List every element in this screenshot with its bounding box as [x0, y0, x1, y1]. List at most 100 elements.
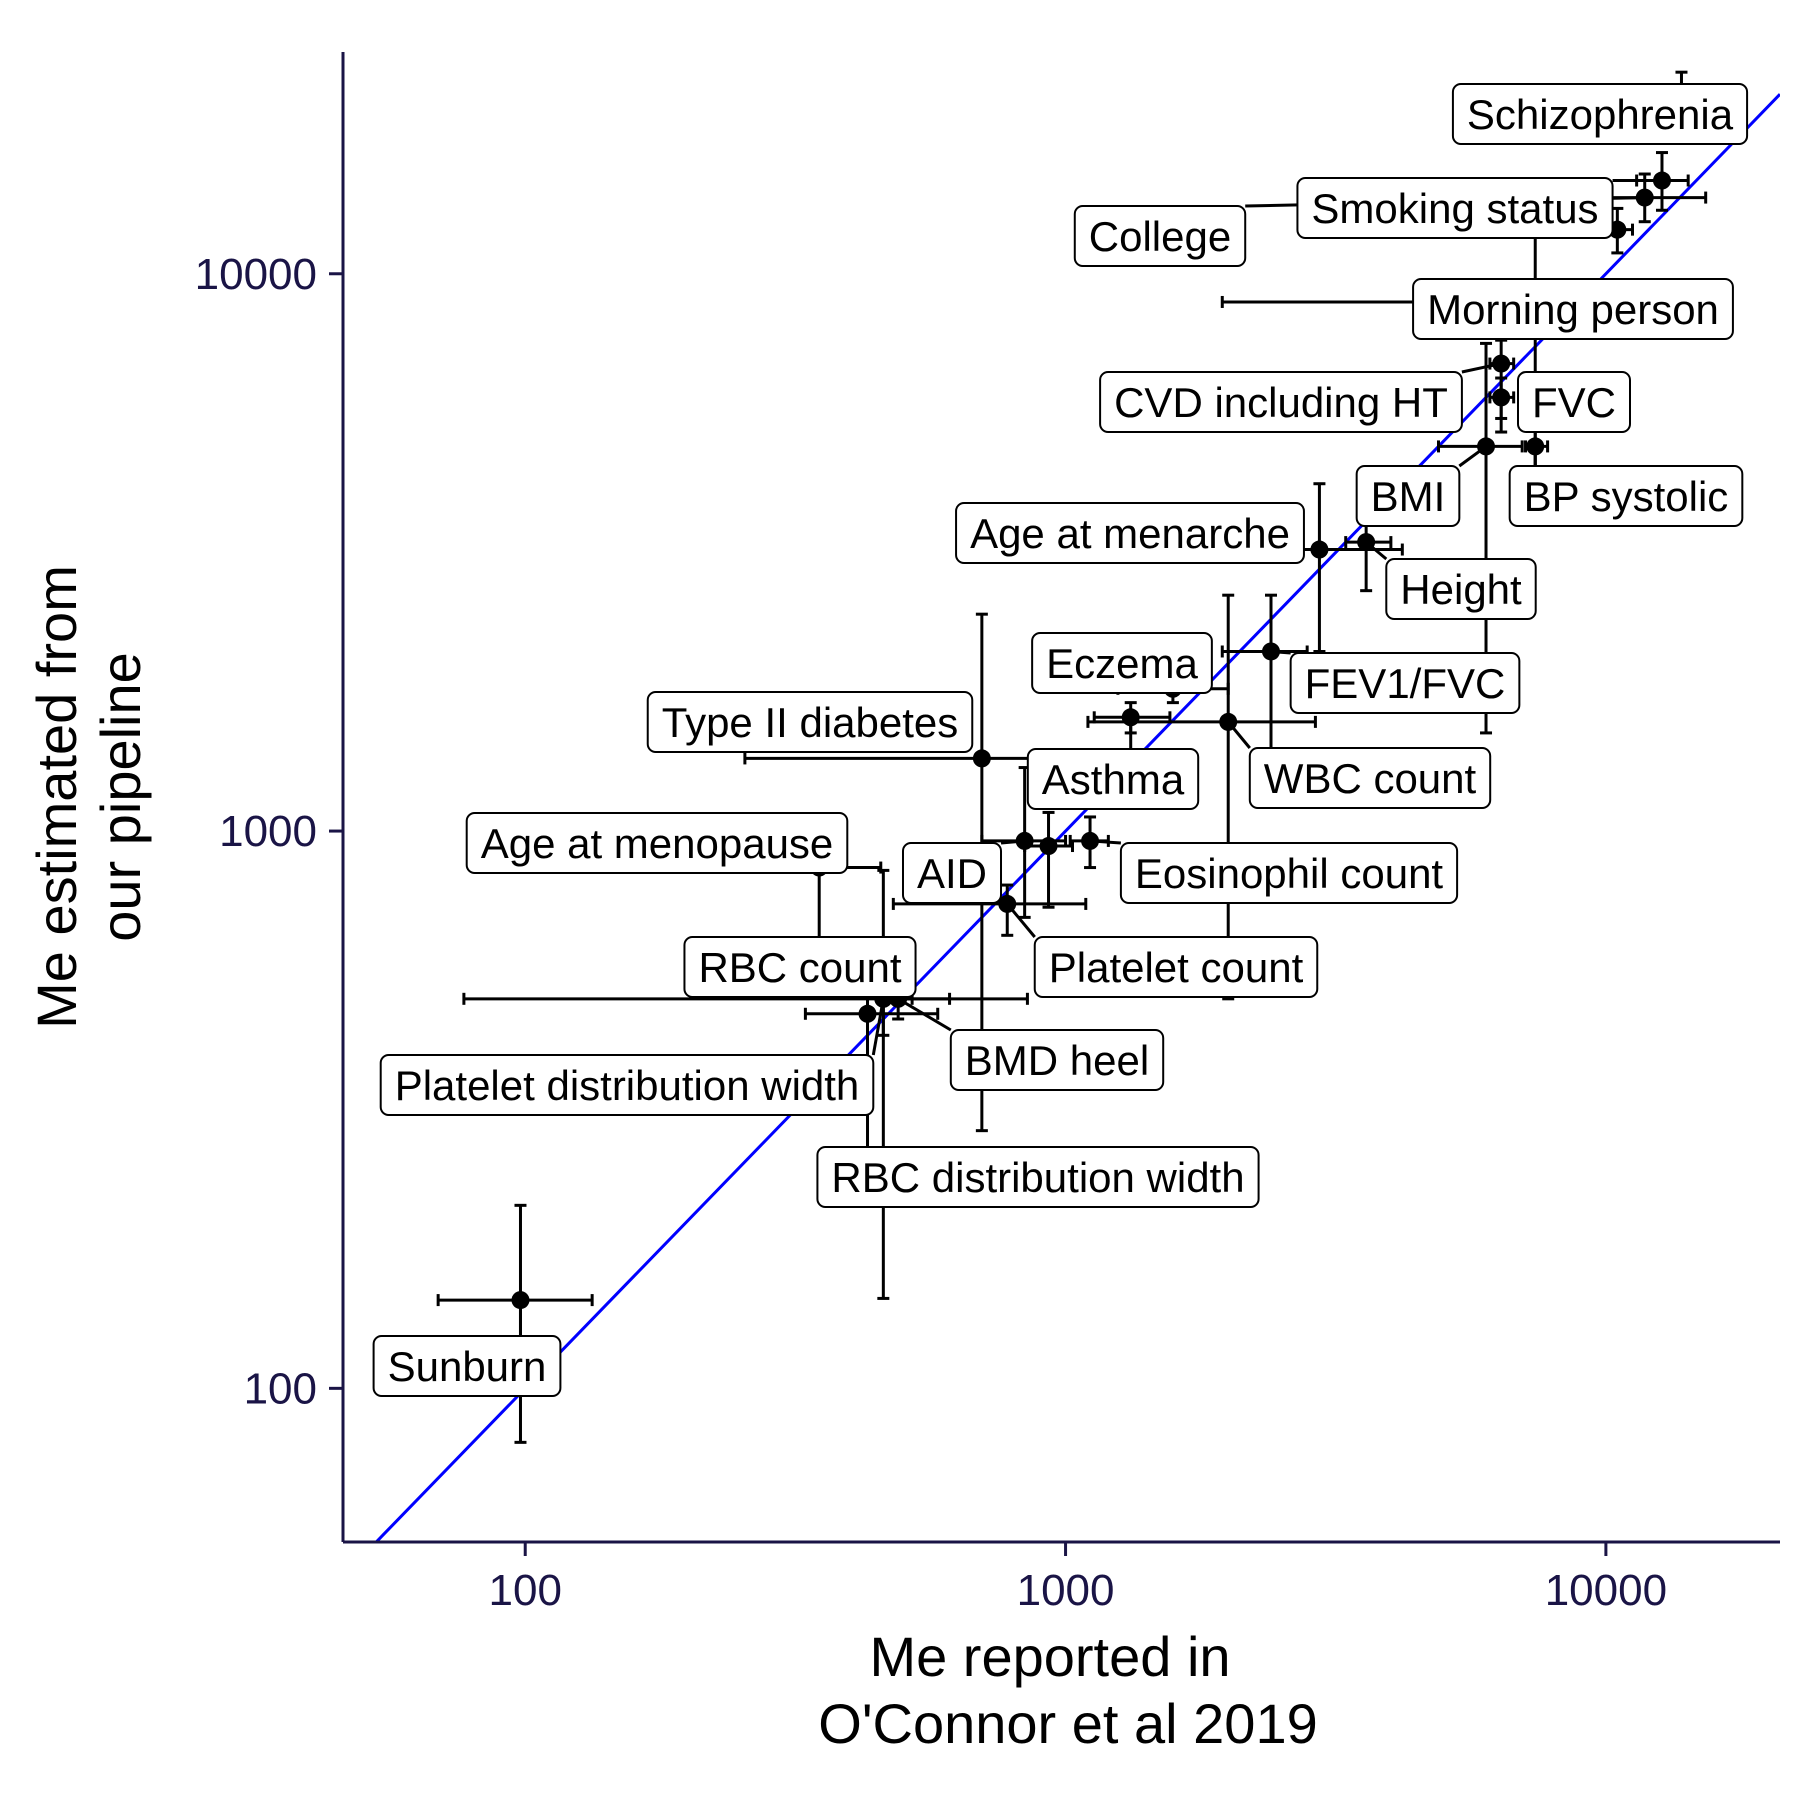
point-label-text: Platelet count — [1049, 944, 1304, 991]
x-axis-title-line1: Me reported in — [869, 1625, 1230, 1688]
point-label-text: WBC count — [1264, 755, 1477, 802]
point-label-box — [465, 812, 849, 874]
point-label: Age at menopause — [465, 812, 849, 874]
point-label-text: Morning person — [1427, 286, 1719, 333]
point-label-text: AID — [917, 850, 987, 897]
error-bar — [1023, 810, 1074, 909]
point-label: AID — [901, 842, 1003, 904]
data-point — [1477, 437, 1496, 456]
point-label-box — [901, 842, 1003, 904]
point-label: Smoking status — [1296, 177, 1614, 239]
point-label-box — [683, 936, 917, 998]
point-label: Sunburn — [372, 1335, 562, 1397]
data-point — [1526, 437, 1545, 456]
point-label: Morning person — [1412, 278, 1734, 340]
point-label-text: Platelet distribution width — [395, 1062, 860, 1109]
point-label-box — [1073, 205, 1247, 267]
y-axis-ticks: 100 1000 10000 — [195, 250, 343, 1413]
data-point — [1262, 642, 1281, 661]
point-label-text: Age at menopause — [481, 820, 834, 867]
point-label: Type II diabetes — [646, 691, 974, 753]
x-tick-label: 100 — [489, 1566, 562, 1615]
point-label-text: FVC — [1532, 379, 1616, 426]
label-connector — [871, 998, 885, 1056]
point-label-box — [1355, 465, 1461, 527]
point-label-text: BMD heel — [965, 1037, 1149, 1084]
y-tick-label: 100 — [244, 1364, 317, 1413]
point-label: Age at menarche — [955, 502, 1305, 564]
data-point — [1652, 171, 1671, 190]
point-label-box — [379, 1054, 875, 1116]
data-point — [1492, 354, 1511, 373]
point-label-text: BP systolic — [1524, 473, 1729, 520]
point-label-text: Eczema — [1046, 640, 1198, 687]
point-label-text: Age at menarche — [970, 510, 1290, 557]
point-label-box — [1031, 632, 1213, 694]
point-label-box — [955, 502, 1305, 564]
point-label: College — [1073, 205, 1247, 267]
point-label-text: RBC distribution width — [831, 1154, 1244, 1201]
data-point — [1635, 188, 1654, 207]
data-point — [1357, 533, 1376, 552]
error-bar — [1220, 216, 1669, 504]
data-point — [1310, 540, 1329, 559]
point-label-box — [1451, 83, 1749, 145]
point-label: Schizophrenia — [1451, 83, 1749, 145]
x-tick-label: 1000 — [1017, 1566, 1115, 1615]
point-label-text: College — [1089, 213, 1231, 260]
error-bar — [436, 1203, 594, 1444]
point-label: FEV1/FVC — [1289, 652, 1521, 714]
y-tick-label: 1000 — [219, 807, 317, 856]
point-label-box — [949, 1029, 1165, 1091]
data-point — [998, 894, 1017, 913]
point-labels: Schizophrenia Smoking status College Mornin… — [372, 83, 1749, 1397]
point-label-box — [1517, 371, 1631, 433]
data-point — [1219, 712, 1238, 731]
y-axis-title-line1: Me estimated from — [25, 565, 88, 1029]
point-label-text: CVD including HT — [1114, 379, 1448, 426]
point-label-text: Schizophrenia — [1467, 91, 1734, 138]
data-point — [1015, 831, 1034, 850]
x-tick-label: 10000 — [1545, 1566, 1667, 1615]
data-point — [1492, 388, 1511, 407]
point-label: BMD heel — [949, 1029, 1165, 1091]
point-label-text: BMI — [1371, 473, 1446, 520]
point-label: Eczema — [1031, 632, 1213, 694]
data-point — [858, 1004, 877, 1023]
y-tick-label: 10000 — [195, 250, 317, 299]
point-label: RBC count — [683, 936, 917, 998]
data-point — [1121, 708, 1140, 727]
point-label: CVD including HT — [1099, 371, 1463, 433]
point-label-text: Height — [1400, 566, 1522, 613]
point-label-text: Sunburn — [388, 1343, 547, 1390]
point-label-box — [1033, 936, 1319, 998]
point-label-box — [1248, 747, 1492, 809]
point-label-text: RBC count — [698, 944, 901, 991]
point-label: Height — [1385, 558, 1537, 620]
point-label-box — [816, 1146, 1260, 1208]
x-axis-ticks: 100 1000 10000 — [489, 1542, 1667, 1615]
data-point — [511, 1291, 530, 1310]
y-axis-title-line2: our pipeline — [89, 652, 152, 942]
point-label-text: Eosinophil count — [1135, 850, 1444, 897]
point-label-box — [1099, 371, 1463, 433]
point-label: Platelet count — [1033, 936, 1319, 998]
data-point — [1039, 837, 1058, 856]
point-label: RBC distribution width — [816, 1146, 1260, 1208]
point-label-box — [1412, 278, 1734, 340]
x-axis-title-line2: O'Connor et al 2019 — [818, 1692, 1317, 1755]
point-label: Asthma — [1026, 748, 1200, 810]
point-label-box — [1026, 748, 1200, 810]
point-label-box — [646, 691, 974, 753]
point-label-text: Smoking status — [1311, 185, 1598, 232]
point-label-box — [372, 1335, 562, 1397]
point-label: Eosinophil count — [1119, 842, 1459, 904]
point-label: Platelet distribution width — [379, 1054, 875, 1116]
point-label-text: FEV1/FVC — [1305, 660, 1506, 707]
point-label-text: Type II diabetes — [662, 699, 959, 746]
point-label: WBC count — [1248, 747, 1492, 809]
point-label-box — [1289, 652, 1521, 714]
point-label-box — [1508, 465, 1744, 527]
point-label: BMI — [1355, 465, 1461, 527]
point-label: BP systolic — [1508, 465, 1744, 527]
